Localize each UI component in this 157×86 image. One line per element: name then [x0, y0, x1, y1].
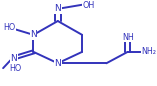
- Text: NH₂: NH₂: [141, 47, 156, 56]
- Text: N: N: [54, 59, 61, 68]
- Text: HO: HO: [3, 23, 15, 32]
- Text: NH: NH: [122, 33, 133, 42]
- Text: HO: HO: [9, 64, 22, 73]
- Text: N: N: [30, 30, 37, 39]
- Text: N: N: [10, 54, 17, 63]
- Text: N: N: [54, 4, 61, 13]
- Text: OH: OH: [82, 1, 94, 10]
